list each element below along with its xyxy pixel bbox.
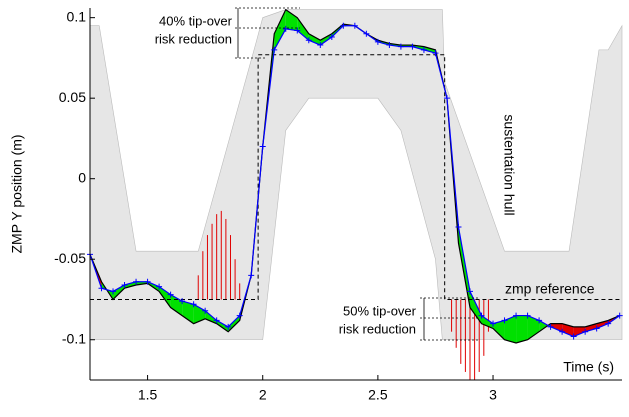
point-marker	[248, 272, 255, 279]
hull-label: sustentation hull	[501, 114, 517, 215]
difference-fill	[585, 323, 597, 332]
difference-fill	[423, 46, 436, 54]
point-marker	[478, 312, 485, 319]
difference-fill	[562, 323, 574, 337]
point-marker	[616, 312, 623, 319]
point-marker	[513, 312, 520, 319]
y-tick-label: -0.1	[62, 330, 86, 346]
point-marker	[501, 317, 508, 324]
difference-fill	[458, 227, 470, 308]
annotation-text: 40% tip-over	[159, 13, 233, 28]
difference-fill	[516, 315, 528, 343]
difference-fill	[285, 9, 298, 31]
annotation-text: risk reduction	[339, 321, 416, 336]
point-marker	[190, 301, 197, 308]
x-tick-label: 1.5	[138, 387, 158, 403]
point-marker	[179, 298, 186, 305]
point-marker	[202, 307, 209, 314]
point-marker	[351, 22, 358, 29]
difference-fill	[539, 320, 551, 332]
difference-fill	[159, 286, 171, 308]
difference-fill	[596, 320, 609, 329]
point-marker	[271, 46, 278, 53]
point-marker	[374, 38, 381, 45]
point-marker	[582, 328, 589, 335]
x-tick-label: 2.5	[368, 387, 388, 403]
difference-fill	[573, 326, 586, 337]
y-tick-label: 0.05	[59, 89, 86, 105]
difference-fill	[274, 9, 286, 50]
difference-fill	[504, 315, 517, 343]
point-marker	[605, 320, 612, 327]
difference-fill	[297, 17, 309, 41]
point-marker	[409, 43, 416, 50]
point-marker	[467, 288, 473, 295]
point-marker	[110, 288, 117, 295]
point-marker	[328, 33, 335, 40]
point-marker	[317, 42, 324, 49]
point-marker	[420, 46, 427, 53]
point-marker	[167, 291, 174, 298]
point-marker	[524, 312, 531, 319]
point-marker	[305, 37, 312, 44]
point-marker	[593, 325, 600, 332]
point-marker	[547, 323, 554, 330]
point-marker	[282, 25, 289, 32]
annotation-brackets	[235, 7, 480, 341]
point-marker	[536, 317, 543, 324]
difference-fill	[124, 281, 137, 289]
point-marker	[294, 27, 301, 34]
difference-fill	[481, 315, 494, 329]
point-marker	[98, 285, 105, 292]
difference-fill	[493, 320, 505, 340]
point-marker	[133, 278, 140, 285]
point-marker	[225, 323, 232, 330]
point-marker	[363, 30, 370, 37]
point-marker	[490, 320, 497, 327]
plot-area: 1.5 2 2.5 3 -0.1 -0.05 0 0.05 0.1	[54, 8, 623, 403]
difference-fill	[228, 315, 240, 332]
y-tick-label: -0.05	[54, 250, 86, 266]
reference-line	[90, 54, 622, 300]
x-tick-label: 2	[259, 387, 267, 403]
y-axis-label: ZMP Y position (m)	[9, 134, 25, 253]
x-tick-label: 3	[489, 387, 497, 403]
annotation-text: risk reduction	[155, 31, 232, 46]
point-marker	[156, 283, 163, 290]
point-marker	[432, 50, 439, 57]
difference-fill	[550, 323, 563, 332]
x-axis-label: Time (s)	[563, 359, 614, 375]
point-marker	[386, 42, 393, 49]
difference-fill	[216, 320, 229, 332]
point-marker	[144, 278, 151, 285]
difference-fill	[182, 301, 194, 324]
point-marker	[559, 328, 566, 335]
y-tick-label: 0.1	[67, 8, 87, 24]
point-marker	[259, 143, 266, 150]
point-marker	[213, 317, 220, 324]
y-tick-label: 0	[78, 169, 86, 185]
point-marker	[397, 43, 404, 50]
point-marker	[236, 312, 243, 319]
difference-fill	[308, 33, 321, 46]
point-marker	[443, 95, 450, 102]
point-marker	[340, 22, 347, 29]
point-marker	[121, 281, 128, 288]
point-marker	[455, 224, 462, 231]
annotation-text: 50% tip-over	[343, 303, 417, 318]
reference-label: zmp reference	[505, 281, 595, 297]
point-marker	[570, 333, 577, 340]
